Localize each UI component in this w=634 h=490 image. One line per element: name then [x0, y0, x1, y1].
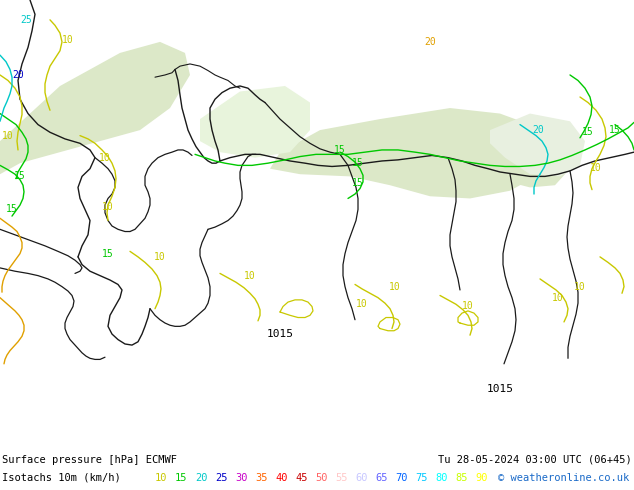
Text: 35: 35 [255, 473, 268, 483]
Text: Surface pressure [hPa] ECMWF: Surface pressure [hPa] ECMWF [2, 455, 177, 465]
Text: 15: 15 [609, 125, 621, 135]
Text: 10: 10 [244, 270, 256, 281]
Text: 20: 20 [424, 37, 436, 47]
Text: 10: 10 [462, 301, 474, 312]
Text: 85: 85 [455, 473, 467, 483]
Text: 10: 10 [2, 131, 14, 141]
Text: 1015: 1015 [266, 329, 294, 339]
Polygon shape [470, 124, 570, 188]
Text: 20: 20 [195, 473, 207, 483]
Text: 10: 10 [155, 473, 167, 483]
Text: 30: 30 [235, 473, 247, 483]
Polygon shape [490, 114, 585, 176]
Text: 10: 10 [574, 282, 586, 292]
Text: 10: 10 [102, 202, 114, 212]
Text: Tu 28-05-2024 03:00 UTC (06+45): Tu 28-05-2024 03:00 UTC (06+45) [438, 455, 632, 465]
Text: 10: 10 [552, 293, 564, 303]
Text: 55: 55 [335, 473, 347, 483]
Text: Isotachs 10m (km/h): Isotachs 10m (km/h) [2, 473, 120, 483]
Text: 65: 65 [375, 473, 387, 483]
Text: 15: 15 [352, 158, 364, 168]
Text: 70: 70 [395, 473, 408, 483]
Text: 15: 15 [14, 172, 26, 181]
Polygon shape [200, 86, 310, 158]
Text: 15: 15 [352, 178, 364, 188]
Text: 15: 15 [334, 145, 346, 155]
Text: 10: 10 [154, 252, 166, 262]
Text: 1015: 1015 [486, 384, 514, 394]
Polygon shape [270, 108, 545, 198]
Text: 20: 20 [12, 70, 24, 80]
Polygon shape [0, 42, 190, 174]
Text: 10: 10 [99, 153, 111, 163]
Text: 10: 10 [389, 282, 401, 292]
Text: 25: 25 [215, 473, 228, 483]
Text: 10: 10 [590, 163, 602, 172]
Text: 15: 15 [175, 473, 188, 483]
Text: 60: 60 [355, 473, 368, 483]
Text: 15: 15 [102, 248, 114, 259]
Text: 15: 15 [582, 127, 594, 137]
Text: 40: 40 [275, 473, 287, 483]
Text: 25: 25 [20, 15, 32, 25]
Text: 50: 50 [315, 473, 328, 483]
Text: 15: 15 [6, 204, 18, 215]
Text: 45: 45 [295, 473, 307, 483]
Text: 10: 10 [356, 299, 368, 309]
Text: 75: 75 [415, 473, 427, 483]
Text: 20: 20 [532, 125, 544, 135]
Text: 80: 80 [435, 473, 448, 483]
Text: 10: 10 [62, 35, 74, 45]
Text: 90: 90 [475, 473, 488, 483]
Text: © weatheronline.co.uk: © weatheronline.co.uk [498, 473, 630, 483]
